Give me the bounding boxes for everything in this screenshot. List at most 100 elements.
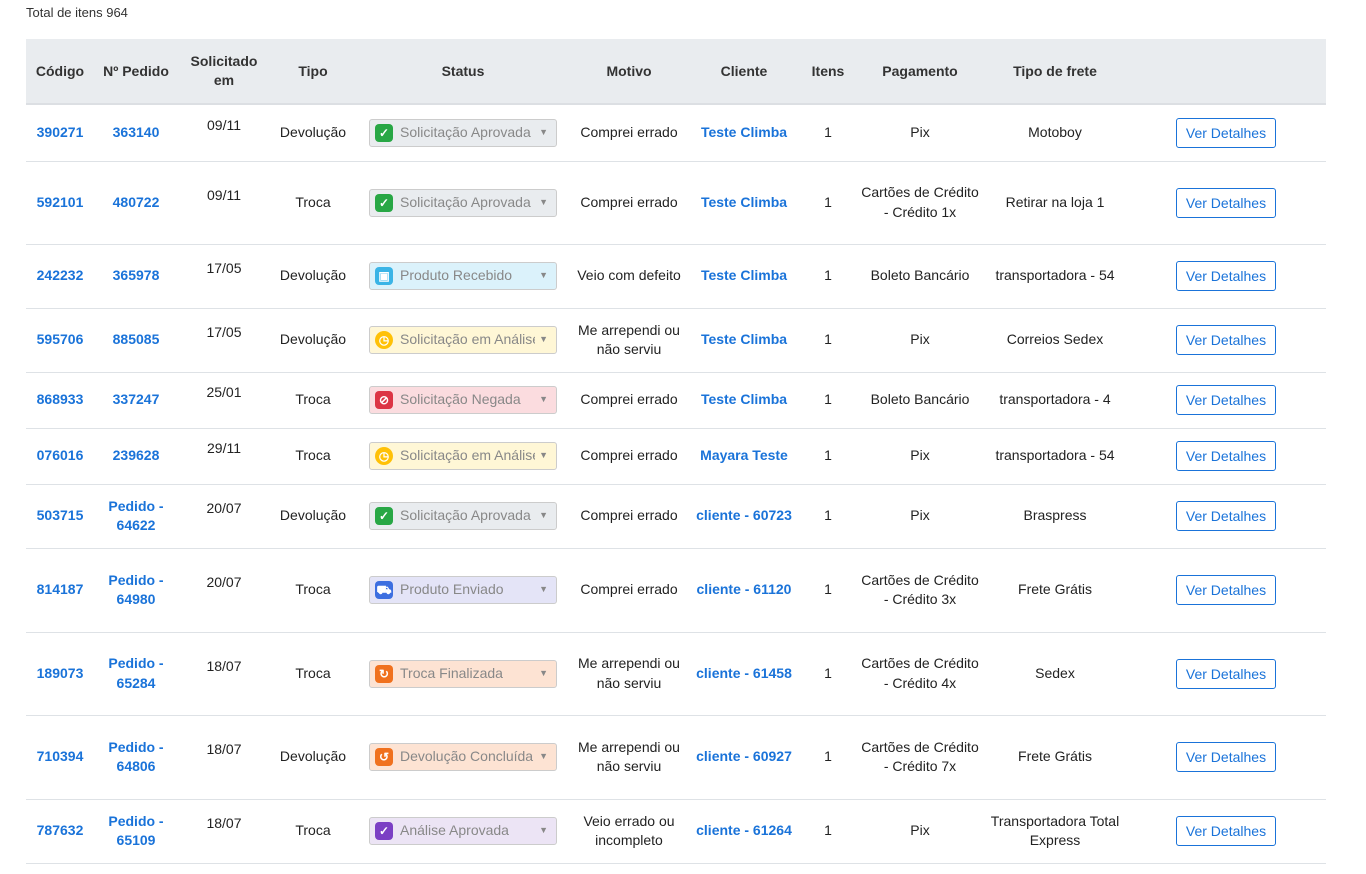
ver-detalhes-button[interactable]: Ver Detalhes xyxy=(1175,816,1277,846)
ver-detalhes-button[interactable]: Ver Detalhes xyxy=(1175,117,1277,148)
cell-codigo-text[interactable]: 242232 xyxy=(36,267,84,284)
table-row: 390271 363140 09/11 Devolução ✓ Solicitação A… xyxy=(26,104,1326,162)
status-select[interactable]: ✓ Solicitação Aprovada ▼ xyxy=(369,118,557,147)
status-select[interactable]: ↻ Troca Finalizada ▼ xyxy=(369,659,557,688)
cell-pedido-text[interactable]: 363140 xyxy=(112,124,160,140)
cell-cliente-text[interactable]: cliente - 60723 xyxy=(696,507,792,524)
status-label: Solicitação em Análise xyxy=(400,331,536,348)
status-select[interactable]: ↺ Devolução Concluída ▼ xyxy=(369,743,557,771)
cell-solicitado: 25/01 xyxy=(178,372,270,429)
cell-cliente-text[interactable]: cliente - 60927 xyxy=(696,748,792,765)
cell-pagamento-text: Pix xyxy=(910,507,930,524)
status-select[interactable]: ⊘ Solicitação Negada ▼ xyxy=(369,386,557,414)
cell-pagamento-text: Boleto Bancário xyxy=(870,391,970,408)
cell-itens: 1 xyxy=(800,428,856,485)
status-select[interactable]: ▣ Produto Recebido ▼ xyxy=(369,262,557,290)
cell-cliente: cliente - 61120 xyxy=(688,548,800,633)
cell-pedido-text[interactable]: Pedido - 64622 xyxy=(108,497,164,534)
cell-acoes: Ver Detalhes xyxy=(1126,799,1326,864)
cell-pedido-text[interactable]: 239628 xyxy=(112,447,160,464)
cell-codigo-text[interactable]: 595706 xyxy=(36,331,84,348)
cell-itens: 1 xyxy=(800,161,856,245)
cell-itens-text: 1 xyxy=(824,507,832,524)
cell-codigo-text[interactable]: 592101 xyxy=(36,193,84,210)
cell-codigo: 189073 xyxy=(26,632,94,716)
status-label: Devolução Concluída xyxy=(400,748,534,765)
cell-codigo-text[interactable]: 390271 xyxy=(36,124,84,140)
cell-solicitado-text: 17/05 xyxy=(206,324,242,341)
cell-pagamento: Pix xyxy=(856,104,984,162)
cell-cliente-text[interactable]: Teste Climba xyxy=(700,193,788,210)
cell-frete: Braspress xyxy=(984,484,1126,549)
status-label: Troca Finalizada xyxy=(400,664,503,681)
cell-cliente-text[interactable]: Teste Climba xyxy=(700,391,788,408)
cell-tipo-text: Devolução xyxy=(279,331,347,348)
ver-detalhes-button[interactable]: Ver Detalhes xyxy=(1175,261,1277,291)
header-col-frete: Tipo de frete xyxy=(984,39,1126,105)
cell-pedido-text[interactable]: 365978 xyxy=(112,267,160,284)
cell-pagamento: Pix xyxy=(856,484,984,549)
ver-detalhes-button[interactable]: Ver Detalhes xyxy=(1175,575,1277,605)
ver-detalhes-button[interactable]: Ver Detalhes xyxy=(1175,385,1277,415)
cell-pedido-text[interactable]: Pedido - 65109 xyxy=(108,812,164,849)
cell-tipo: Troca xyxy=(270,548,356,633)
cell-pedido-text[interactable]: Pedido - 65284 xyxy=(108,655,164,691)
header-col-pedido: Nº Pedido xyxy=(94,39,178,105)
cell-motivo: Veio com defeito xyxy=(570,244,688,309)
status-select[interactable]: ⛟ Produto Enviado ▼ xyxy=(369,576,557,604)
ver-detalhes-button[interactable]: Ver Detalhes xyxy=(1175,325,1277,355)
cell-pedido-text[interactable]: 480722 xyxy=(112,193,160,210)
cell-cliente-text[interactable]: cliente - 61120 xyxy=(696,581,792,598)
cell-cliente-text[interactable]: Teste Climba xyxy=(700,267,788,284)
cell-pagamento: Pix xyxy=(856,308,984,373)
cell-pagamento-text: Pix xyxy=(910,124,930,140)
cell-pagamento: Pix xyxy=(856,428,984,485)
status-select[interactable]: ✓ Análise Aprovada ▼ xyxy=(369,817,557,845)
cell-frete: Transportadora Total Express xyxy=(984,799,1126,864)
cell-codigo-text[interactable]: 710394 xyxy=(36,748,84,765)
cell-motivo: Veio errado ou incompleto xyxy=(570,799,688,864)
table-row: 242232 365978 17/05 Devolução ▣ Produto Receb… xyxy=(26,244,1326,309)
cell-tipo-text: Troca xyxy=(295,664,331,681)
status-select[interactable]: ✓ Solicitação Aprovada ▼ xyxy=(369,188,557,217)
cell-codigo-text[interactable]: 189073 xyxy=(36,664,84,681)
status-select[interactable]: ◷ Solicitação em Análise ▼ xyxy=(369,326,557,354)
cell-pedido-text[interactable]: 337247 xyxy=(112,391,160,408)
cell-cliente-text[interactable]: Mayara Teste xyxy=(700,447,788,464)
ver-detalhes-button[interactable]: Ver Detalhes xyxy=(1175,658,1277,689)
check-square-icon: ✓ xyxy=(375,507,393,525)
status-select[interactable]: ◷ Solicitação em Análise ▼ xyxy=(369,442,557,470)
cell-codigo-text[interactable]: 868933 xyxy=(36,391,84,408)
cell-solicitado-text: 29/11 xyxy=(207,440,241,457)
cell-solicitado: 29/11 xyxy=(178,428,270,485)
cell-cliente-text[interactable]: cliente - 61458 xyxy=(696,664,792,681)
cell-tipo-text: Troca xyxy=(295,193,331,210)
cell-pedido-text[interactable]: Pedido - 64806 xyxy=(108,738,164,775)
cell-frete-text: Frete Grátis xyxy=(1018,581,1092,598)
cell-motivo: Comprei errado xyxy=(570,484,688,549)
cell-codigo-text[interactable]: 503715 xyxy=(36,507,84,524)
ver-detalhes-button[interactable]: Ver Detalhes xyxy=(1175,187,1277,218)
cell-codigo-text[interactable]: 787632 xyxy=(36,822,84,839)
cell-status: ◷ Solicitação em Análise ▼ xyxy=(356,428,570,485)
cell-cliente: Teste Climba xyxy=(688,372,800,429)
cell-status: ⊘ Solicitação Negada ▼ xyxy=(356,372,570,429)
cell-cliente-text[interactable]: cliente - 61264 xyxy=(696,822,792,839)
cell-frete: Frete Grátis xyxy=(984,715,1126,800)
cell-pedido-text[interactable]: 885085 xyxy=(112,331,160,348)
status-select[interactable]: ✓ Solicitação Aprovada ▼ xyxy=(369,502,557,530)
ver-detalhes-button[interactable]: Ver Detalhes xyxy=(1175,441,1277,471)
cell-codigo-text[interactable]: 814187 xyxy=(36,581,84,598)
cell-codigo: 242232 xyxy=(26,244,94,309)
cell-itens: 1 xyxy=(800,548,856,633)
status-label: Solicitação Negada xyxy=(400,391,521,408)
cell-codigo-text[interactable]: 076016 xyxy=(36,447,84,464)
cell-cliente-text[interactable]: Teste Climba xyxy=(700,124,788,140)
ver-detalhes-button[interactable]: Ver Detalhes xyxy=(1175,742,1277,772)
cell-frete-text: Transportadora Total Express xyxy=(990,812,1120,849)
cell-cliente-text[interactable]: Teste Climba xyxy=(700,331,788,348)
caret-down-icon: ▼ xyxy=(539,127,548,137)
ver-detalhes-button[interactable]: Ver Detalhes xyxy=(1175,501,1277,531)
cell-pedido-text[interactable]: Pedido - 64980 xyxy=(108,571,164,608)
cell-status: ◷ Solicitação em Análise ▼ xyxy=(356,308,570,373)
